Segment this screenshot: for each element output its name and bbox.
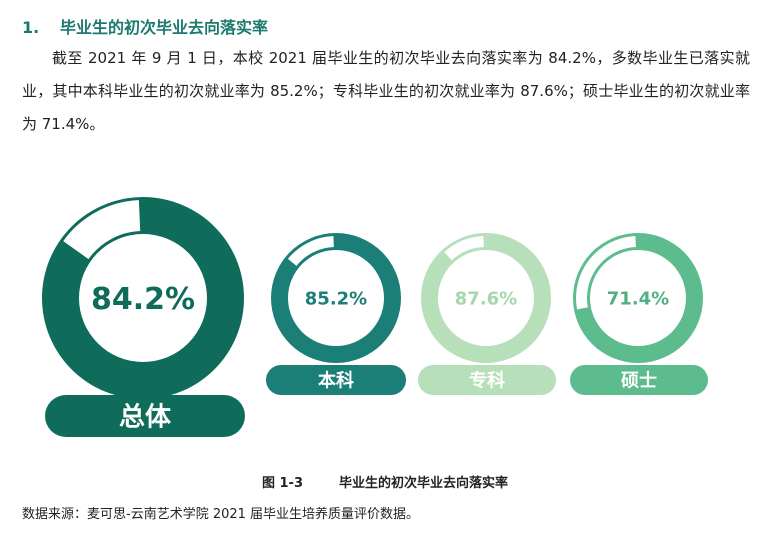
donut-3-category-pill xyxy=(570,365,708,395)
summary-text: 截至 2021 年 9 月 1 日，本校 2021 届毕业生的初次毕业去向落实率… xyxy=(22,49,750,133)
donut-2-value-label: 87.6% xyxy=(455,288,517,309)
section-number: 1. xyxy=(22,18,40,37)
donut-0-category-label: 总体 xyxy=(119,402,172,432)
donut-2-hole xyxy=(438,250,534,346)
donut-0-hole xyxy=(79,234,207,362)
donut-1-hole xyxy=(288,250,384,346)
donut-0-category-pill xyxy=(45,395,245,437)
donut-1-value-label: 85.2% xyxy=(305,288,367,309)
section-heading: 1. 毕业生的初次毕业去向落实率 xyxy=(22,14,268,38)
donut-3-value-label: 71.4% xyxy=(607,288,669,309)
section-title: 毕业生的初次毕业去向落实率 xyxy=(60,18,269,37)
donut-1-category-label: 本科 xyxy=(318,369,354,391)
donut-2-category-pill xyxy=(418,365,556,395)
donut-2-category-label: 专科 xyxy=(469,369,505,391)
figure-title: 毕业生的初次毕业去向落实率 xyxy=(339,476,509,491)
donut-0-remaining-segment xyxy=(63,200,141,260)
donut-1-remaining-segment xyxy=(287,236,334,266)
figure-caption: 图 1-3 毕业生的初次毕业去向落实率 xyxy=(0,472,770,491)
data-source: 数据来源：麦可思-云南艺术学院 2021 届毕业生培养质量评价数据。 xyxy=(22,507,420,522)
donut-0-value-label: 84.2% xyxy=(91,282,195,317)
donut-3-hole xyxy=(590,250,686,346)
donut-1-category-pill xyxy=(266,365,406,395)
summary-paragraph: 截至 2021 年 9 月 1 日，本校 2021 届毕业生的初次毕业去向落实率… xyxy=(22,42,750,141)
donut-3-category-label: 硕士 xyxy=(621,370,657,391)
donut-2-remaining-segment xyxy=(444,236,484,261)
donut-3-remaining-segment xyxy=(576,236,636,310)
figure-label: 图 1-3 xyxy=(261,476,303,491)
